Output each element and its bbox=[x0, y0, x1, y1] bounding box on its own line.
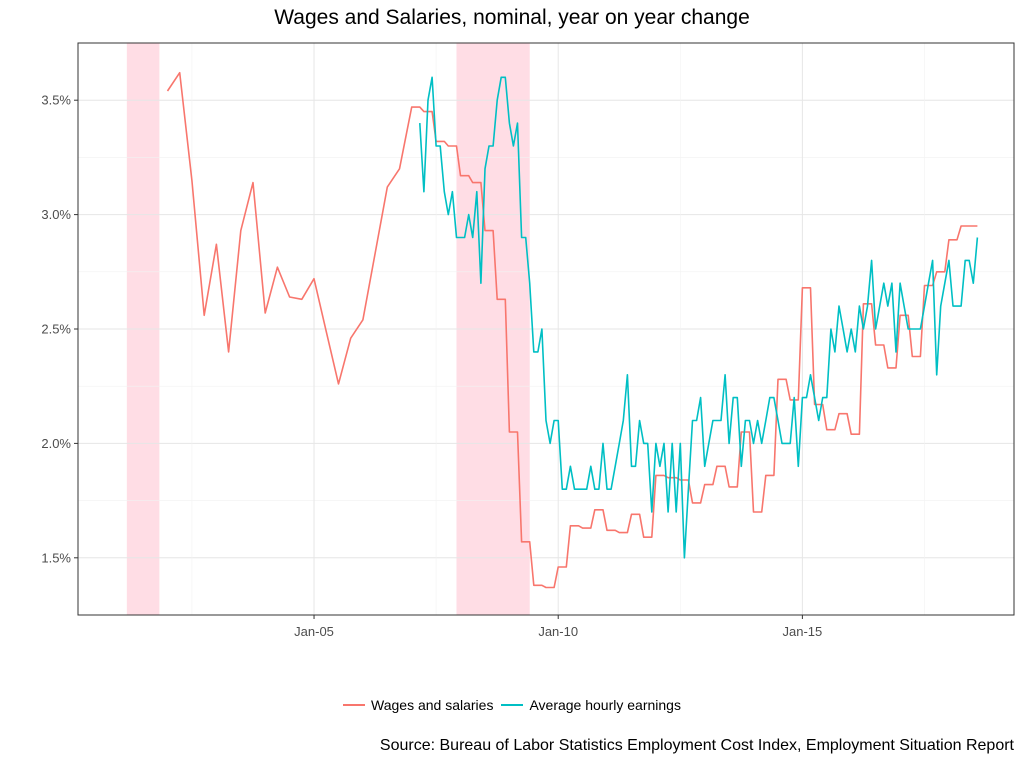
legend-label-wages: Wages and salaries bbox=[371, 697, 494, 713]
legend: Wages and salaries Average hourly earnin… bbox=[0, 697, 1024, 713]
y-tick-label: 3.5% bbox=[41, 93, 71, 108]
legend-key-wages bbox=[343, 704, 366, 706]
series-line-wages-and-salaries bbox=[166, 71, 978, 589]
y-tick-label: 1.5% bbox=[41, 550, 71, 565]
source-caption: Source: Bureau of Labor Statistics Emplo… bbox=[379, 737, 1014, 754]
y-tick-label: 2.0% bbox=[41, 436, 71, 451]
legend-item-earnings: Average hourly earnings bbox=[501, 697, 681, 713]
legend-item-wages: Wages and salaries bbox=[343, 697, 493, 713]
series-lines bbox=[166, 71, 979, 589]
series-line-average-hourly-earnings bbox=[419, 76, 979, 559]
legend-key-earnings bbox=[501, 704, 524, 706]
axes: 1.5% 2.0% 2.5% 3.0% 3.5% Jan-05 Jan-10 Jan-15 bbox=[41, 93, 822, 639]
x-tick-label: Jan-15 bbox=[783, 624, 823, 639]
x-tick-label: Jan-10 bbox=[538, 624, 578, 639]
x-tick-label: Jan-05 bbox=[294, 624, 334, 639]
y-tick-label: 2.5% bbox=[41, 322, 71, 337]
chart-title: Wages and Salaries, nominal, year on yea… bbox=[274, 6, 750, 29]
legend-label-earnings: Average hourly earnings bbox=[529, 697, 681, 713]
y-tick-label: 3.0% bbox=[41, 207, 71, 222]
